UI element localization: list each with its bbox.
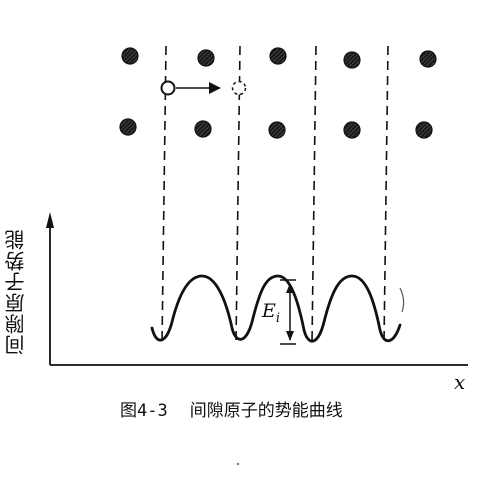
interstitial-target-site xyxy=(231,80,247,96)
caption-text: 间隙原子的势能曲线 xyxy=(189,401,343,421)
figure-caption: 图4-3 间隙原子的势能曲线 xyxy=(120,396,343,421)
potential-curve xyxy=(150,274,402,343)
lattice-atom xyxy=(415,121,433,139)
lattice-row-top xyxy=(121,47,437,69)
lattice-atom xyxy=(121,47,139,65)
dashed-guides xyxy=(161,45,389,344)
lattice-atom xyxy=(119,118,137,136)
guide-line xyxy=(311,45,317,344)
y-axis-arrow xyxy=(46,212,54,228)
scan-dot xyxy=(236,462,240,466)
lattice-atom xyxy=(194,120,212,138)
guide-line xyxy=(235,45,241,344)
energy-symbol: E xyxy=(262,300,276,322)
lattice-atom xyxy=(197,49,215,67)
energy-barrier-marker xyxy=(280,279,296,345)
lattice-atom xyxy=(268,121,286,139)
scan-mark xyxy=(399,287,405,313)
lattice-atom xyxy=(269,47,287,65)
caption-number: 图4-3 xyxy=(120,401,168,421)
guide-line xyxy=(161,45,167,344)
x-axis-label: x xyxy=(454,370,466,394)
guide-line xyxy=(383,45,389,344)
lattice-atom xyxy=(343,121,361,139)
interstitial-atom xyxy=(160,80,176,96)
lattice-row-bottom xyxy=(119,118,433,139)
lattice-atom xyxy=(419,50,437,68)
energy-barrier-label: Ei xyxy=(262,300,280,326)
y-axis-label: 间隙原子势能 xyxy=(4,229,28,355)
energy-subscript: i xyxy=(275,310,281,326)
lattice-atom xyxy=(343,51,361,69)
